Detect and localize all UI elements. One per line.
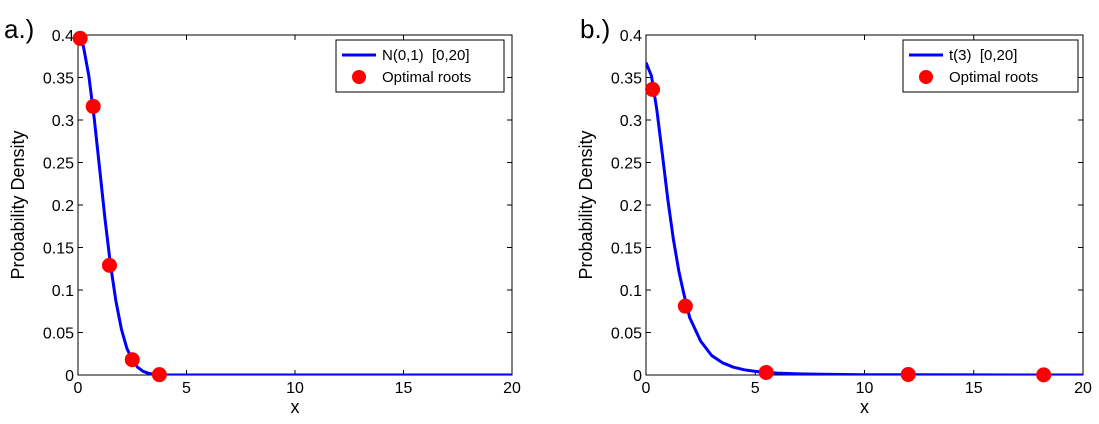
y-tick-label: 0.4	[620, 28, 642, 45]
x-tick-label: 5	[751, 380, 760, 397]
y-tick-label: 0	[633, 368, 642, 385]
y-tick-label: 0.2	[620, 198, 642, 215]
root-point	[758, 364, 774, 380]
y-tick-label: 0.3	[52, 113, 74, 130]
y-tick-label: 0.35	[43, 71, 74, 88]
root-point	[101, 257, 117, 273]
x-axis-label: x	[291, 397, 300, 417]
legend-box	[902, 39, 1079, 93]
root-point	[677, 298, 693, 314]
root-point	[85, 98, 101, 114]
y-tick-label: 0.15	[43, 241, 74, 258]
y-tick-label: 0.3	[620, 113, 642, 130]
series-line	[78, 35, 512, 375]
y-tick-label: 0.4	[52, 28, 74, 45]
y-tick-label: 0.05	[43, 326, 74, 343]
x-tick-label: 10	[286, 380, 304, 397]
chart-a-svg: 0 0.05 0.1 0.15 0.2 0.25 0.3 0.35 0.4 0 5 10 15 20 x Pr…	[4, 14, 521, 417]
x-tick-label: 20	[1074, 380, 1092, 397]
series-line	[646, 61, 1083, 375]
legend-marker-swatch	[352, 70, 366, 84]
legend-label: Optimal roots	[382, 69, 471, 86]
x-tick-label: 15	[395, 380, 413, 397]
legend-label: t(3) [0,20]	[949, 47, 1017, 64]
y-tick-label: 0	[65, 368, 74, 385]
x-tick-label: 0	[642, 380, 651, 397]
chart-panel-b: 0 0.05 0.1 0.15 0.2 0.25 0.3 0.35 0.4 0 5 10 15 20 x Pr…	[550, 0, 1099, 419]
panel-label: a.)	[4, 14, 34, 44]
y-tick-label: 0.25	[611, 156, 642, 173]
panel-label: b.)	[580, 14, 610, 44]
y-tick-label: 0.2	[52, 198, 74, 215]
x-tick-label: 10	[856, 380, 874, 397]
root-point	[124, 352, 140, 368]
chart-panel-a: 0 0.05 0.1 0.15 0.2 0.25 0.3 0.35 0.4 0 5 10 15 20 x Pr…	[0, 0, 549, 419]
x-tick-label: 15	[965, 380, 983, 397]
y-axis-label: Probability Density	[576, 130, 596, 279]
x-tick-label: 5	[182, 380, 191, 397]
chart-b-svg: 0 0.05 0.1 0.15 0.2 0.25 0.3 0.35 0.4 0 5 10 15 20 x Pr…	[576, 14, 1092, 417]
root-point	[72, 30, 88, 46]
legend-marker-swatch	[919, 70, 933, 84]
x-tick-label: 0	[74, 380, 83, 397]
root-point	[151, 367, 167, 383]
y-tick-label: 0.05	[611, 326, 642, 343]
legend-box	[335, 39, 505, 93]
y-tick-label: 0.15	[611, 241, 642, 258]
root-point	[1036, 367, 1052, 383]
root-point	[900, 366, 916, 382]
x-axis-label: x	[860, 397, 869, 417]
root-point	[645, 81, 661, 97]
legend-label: N(0,1) [0,20]	[382, 47, 470, 64]
y-tick-label: 0.1	[620, 283, 642, 300]
y-tick-label: 0.1	[52, 283, 74, 300]
legend-label: Optimal roots	[949, 69, 1038, 86]
y-tick-label: 0.35	[611, 71, 642, 88]
y-axis-label: Probability Density	[8, 130, 28, 279]
y-tick-label: 0.25	[43, 156, 74, 173]
x-tick-label: 20	[503, 380, 521, 397]
